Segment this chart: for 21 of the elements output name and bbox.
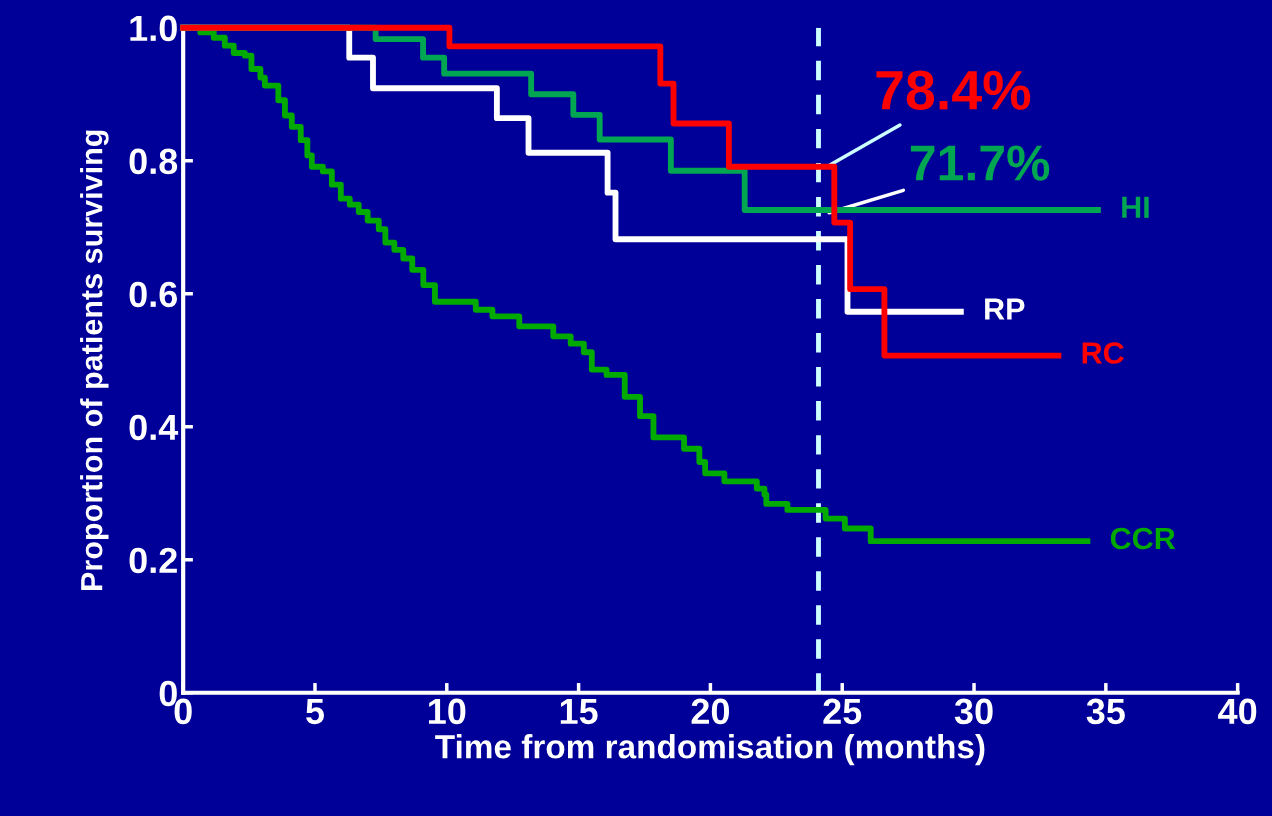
x-tick-label: 25 xyxy=(823,698,862,725)
x-tick-label: 20 xyxy=(691,698,730,725)
series-label: RC xyxy=(1082,342,1124,364)
x-tick-label: 15 xyxy=(560,698,598,725)
series-label: RP xyxy=(985,298,1025,320)
series-label: HI xyxy=(1122,196,1149,218)
y-tick-label: 0.6 xyxy=(129,281,178,308)
x-tick-label: 40 xyxy=(1218,698,1257,725)
y-tick-label: 0.4 xyxy=(129,414,179,441)
annotation: 71.7% xyxy=(910,145,1050,181)
y-tick-label: 0.2 xyxy=(129,547,177,574)
x-tick-label: 10 xyxy=(428,698,466,725)
y-tick-label: 1.0 xyxy=(130,15,177,42)
x-axis-title: Time from randomisation (months) xyxy=(435,734,985,766)
x-tick-label: 5 xyxy=(306,698,325,725)
series-label: CCR xyxy=(1110,527,1176,550)
y-axis-title: Proportion of patients surviving xyxy=(80,130,109,590)
x-tick-label: 30 xyxy=(954,698,993,725)
y-tick-label: 0.8 xyxy=(129,148,178,175)
x-tick-label: 35 xyxy=(1086,698,1125,725)
annotation: 78.4% xyxy=(876,70,1031,110)
